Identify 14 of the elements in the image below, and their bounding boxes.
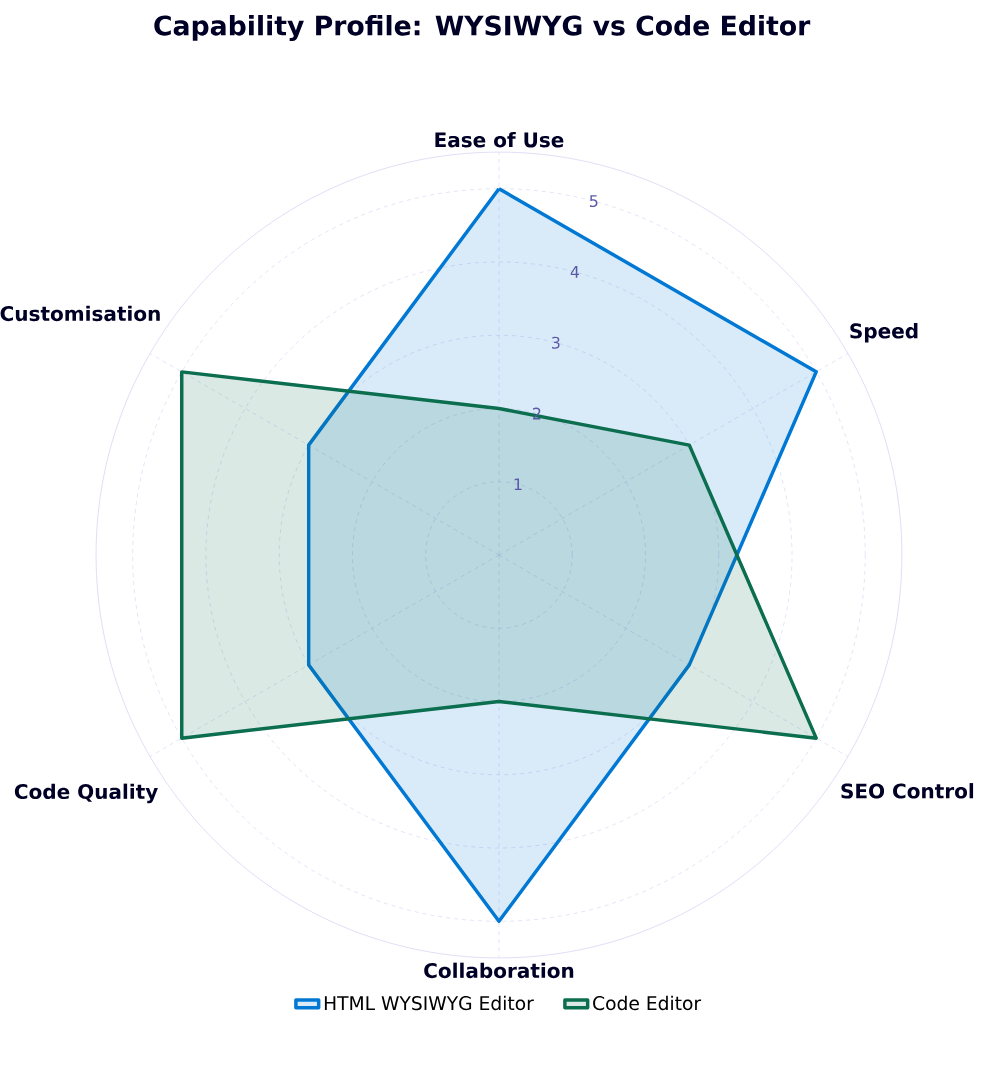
- spoke-label: Speed: [850, 323, 918, 343]
- chart-title: Capability Profile: WYSIWYG vs Code Editor: [154, 14, 811, 42]
- spoke-label: SEO Control: [841, 783, 974, 799]
- spoke-label: Customisation: [0, 305, 160, 322]
- spoke-label: Ease of Use: [435, 131, 564, 148]
- spoke-label: Code Quality: [14, 783, 158, 804]
- spoke-label: Collaboration: [424, 962, 574, 979]
- legend-label: Code Editor: [593, 995, 702, 1011]
- y-tick-label: 1: [514, 478, 522, 491]
- y-tick-label: 3: [552, 336, 560, 349]
- y-tick-label: 2: [533, 407, 541, 420]
- y-tick-label: 4: [570, 266, 580, 278]
- legend-label: HTML WYSIWYG Editor: [324, 995, 534, 1011]
- y-tick-label: 5: [589, 195, 598, 208]
